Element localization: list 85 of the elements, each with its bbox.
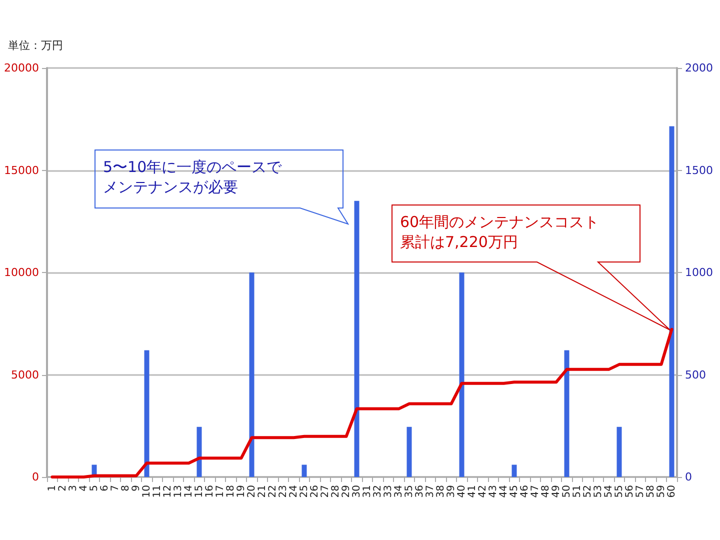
y-tick-label: 5000	[11, 368, 39, 382]
bar	[512, 464, 517, 477]
y2-tick-label: 1000	[685, 266, 713, 279]
x-tick-label: 58	[645, 485, 656, 498]
bar	[564, 350, 570, 477]
y-tick-label: 20000	[4, 62, 39, 74]
x-tick-label: 48	[540, 485, 552, 498]
x-tick-label: 3	[68, 485, 79, 492]
y2-tick-label: 2000	[685, 62, 713, 74]
x-tick-label: 33	[382, 485, 394, 498]
x-tick-label: 31	[362, 485, 373, 498]
x-tick-label: 47	[530, 485, 541, 498]
x-tick-label: 17	[214, 485, 226, 498]
x-tick-label: 5	[88, 485, 100, 492]
x-tick-label: 10	[141, 485, 152, 498]
x-tick-label: 56	[624, 485, 636, 498]
x-tick-label: 54	[603, 485, 614, 498]
x-tick-label: 19	[236, 485, 247, 498]
x-tick-label: 59	[656, 485, 667, 498]
x-tick-label: 55	[614, 485, 625, 498]
x-tick-label: 46	[519, 485, 530, 498]
bar	[669, 126, 674, 477]
bar	[406, 426, 412, 477]
x-tick-label: 57	[634, 485, 646, 498]
x-tick-label: 29	[340, 485, 352, 498]
x-tick-label: 9	[130, 485, 142, 492]
x-tick-label: 60	[666, 485, 678, 498]
annotation: 60年間のメンテナンスコスト累計は7,220万円	[400, 212, 600, 252]
x-tick-label: 49	[550, 485, 562, 498]
annotation: 5〜10年に一度のペースでメンテナンスが必要	[103, 157, 283, 197]
x-tick-label: 8	[120, 485, 132, 492]
x-tick-label: 16	[204, 485, 216, 498]
bar	[354, 200, 360, 477]
x-tick-label: 23	[278, 485, 289, 498]
x-tick-label: 34	[393, 485, 404, 498]
x-tick-label: 50	[561, 485, 572, 498]
x-tick-label: 52	[582, 485, 594, 498]
x-tick-label: 21	[256, 485, 268, 498]
x-tick-label: 38	[435, 485, 446, 498]
x-tick-label: 22	[267, 485, 278, 498]
x-tick-label: 35	[404, 485, 415, 498]
x-tick-label: 44	[498, 485, 510, 498]
x-tick-label: 42	[477, 485, 488, 498]
y-tick-label: 10000	[4, 266, 39, 279]
x-tick-label: 27	[320, 485, 331, 498]
x-tick-label: 43	[488, 485, 499, 498]
x-tick-label: 14	[183, 485, 194, 498]
x-tick-label: 1	[46, 485, 58, 492]
bar	[196, 426, 202, 477]
x-tick-label: 53	[592, 485, 604, 498]
x-tick-label: 15	[194, 485, 205, 498]
y-tick-label: 0	[32, 470, 39, 484]
x-tick-label: 13	[172, 485, 184, 498]
x-tick-label: 30	[351, 485, 362, 498]
x-tick-label: 37	[424, 485, 436, 498]
y2-tick-label: 0	[685, 470, 692, 484]
bar	[616, 426, 622, 477]
y2-tick-label: 500	[685, 368, 706, 382]
x-tick-label: 28	[330, 485, 342, 498]
x-tick-label: 20	[246, 485, 258, 498]
x-tick-label: 40	[456, 485, 468, 498]
x-tick-label: 26	[309, 485, 320, 498]
x-tick-label: 32	[372, 485, 384, 498]
bar	[459, 272, 464, 477]
line-series	[50, 328, 674, 478]
x-tick-label: 25	[298, 485, 310, 498]
bar	[302, 464, 307, 477]
x-tick-label: 36	[414, 485, 426, 498]
x-tick-label: 51	[572, 485, 583, 498]
x-tick-label: 39	[446, 485, 457, 498]
x-tick-label: 6	[99, 485, 110, 492]
x-tick-label: 24	[288, 485, 300, 498]
x-tick-label: 41	[466, 485, 478, 498]
x-tick-label: 2	[57, 485, 68, 492]
x-tick-label: 45	[508, 485, 520, 498]
y2-tick-label: 1500	[685, 164, 713, 177]
text: 単位：万円	[8, 38, 63, 53]
x-tick-label: 12	[162, 485, 174, 498]
x-tick-label: 11	[152, 485, 163, 498]
y-tick-label: 15000	[4, 164, 39, 177]
bar	[144, 350, 150, 477]
x-tick-label: 4	[78, 485, 90, 492]
x-tick-label: 18	[225, 485, 236, 498]
bar	[249, 272, 254, 477]
x-tick-label: 7	[110, 485, 121, 492]
